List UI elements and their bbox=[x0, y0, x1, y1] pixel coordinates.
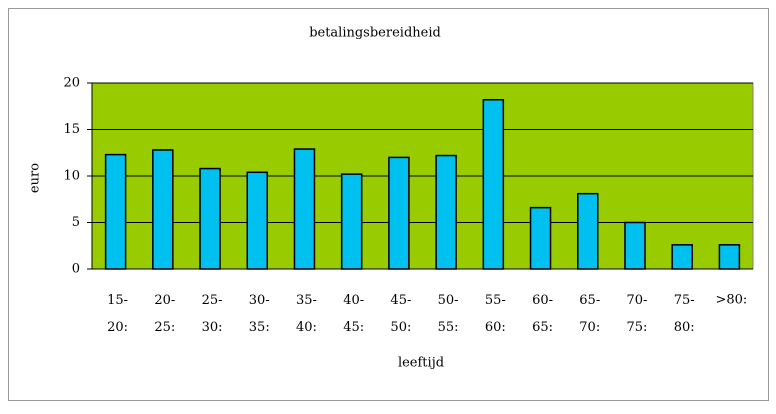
y-tick-label: 5 bbox=[72, 215, 80, 230]
x-tick-label: 45-50: bbox=[390, 293, 411, 335]
y-tick-label: 10 bbox=[63, 169, 80, 184]
bar bbox=[199, 167, 221, 270]
chart-title: betalingsbereidheid bbox=[309, 26, 441, 41]
bar bbox=[718, 244, 741, 270]
x-tick-label: 50-55: bbox=[438, 293, 459, 335]
x-tick-label: 15-20: bbox=[107, 293, 128, 335]
bar bbox=[435, 154, 457, 270]
y-tick-label: 15 bbox=[63, 122, 80, 137]
bar bbox=[104, 153, 127, 270]
bar bbox=[577, 192, 599, 270]
x-tick-label: 30-35: bbox=[249, 293, 270, 335]
bar bbox=[246, 171, 268, 270]
x-tick-label: >80: bbox=[715, 293, 747, 308]
bar bbox=[340, 173, 363, 270]
bar bbox=[388, 156, 410, 270]
x-tick-label: 20-25: bbox=[154, 293, 175, 335]
x-tick-label: 60-65: bbox=[532, 293, 553, 335]
x-tick-label: 35-40: bbox=[296, 293, 317, 335]
x-tick-label: 55-60: bbox=[485, 293, 506, 335]
bar bbox=[293, 148, 316, 270]
bar bbox=[529, 206, 552, 270]
bar bbox=[482, 98, 505, 270]
x-tick-label: 75-80: bbox=[674, 293, 695, 335]
x-axis-label: leeftijd bbox=[398, 356, 444, 371]
bar bbox=[671, 244, 693, 270]
x-tick-label: 70-75: bbox=[626, 293, 647, 335]
x-tick-label: 25-30: bbox=[202, 293, 223, 335]
x-tick-label: 65-70: bbox=[579, 293, 600, 335]
bar bbox=[152, 149, 174, 270]
bar bbox=[624, 221, 646, 270]
y-axis-label: euro bbox=[28, 163, 43, 193]
y-tick-label: 0 bbox=[72, 262, 80, 277]
y-tick-label: 20 bbox=[63, 76, 80, 91]
x-tick-label: 40-45: bbox=[343, 293, 364, 335]
